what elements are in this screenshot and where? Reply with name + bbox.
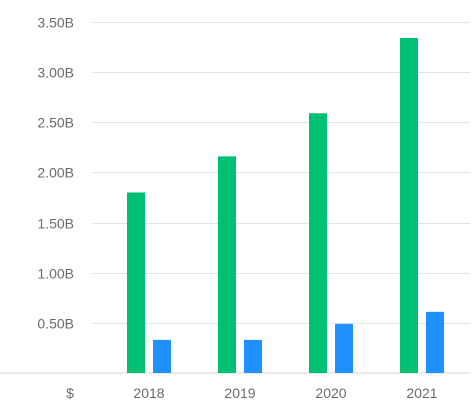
bar-2018-series-2 [153,339,171,373]
y-tick-label: 0.50B [37,316,74,332]
bar-2019-series-2 [244,339,262,373]
x-axis-tick-labels: 2018 2019 2020 2021 [133,385,437,401]
bar-2020-series-1 [309,113,327,373]
bars [127,38,444,373]
x-tick-label: 2018 [133,385,164,401]
x-tick-label: 2020 [315,385,346,401]
x-tick-label: 2019 [224,385,255,401]
bar-2021-series-1 [400,38,418,373]
bar-2021-series-2 [426,311,444,373]
bar-2019-series-1 [218,156,236,373]
y-axis-unit-label: $ [66,385,74,401]
y-tick-label: 1.00B [37,266,74,282]
y-axis-tick-labels: 0.50B 1.00B 1.50B 2.00B 2.50B 3.00B 3.50B [37,15,74,332]
y-tick-label: 2.50B [37,115,74,131]
bar-2018-series-1 [127,192,145,373]
y-tick-label: 1.50B [37,216,74,232]
x-tick-label: 2021 [406,385,437,401]
y-tick-label: 3.50B [37,15,74,31]
bar-2020-series-2 [335,323,353,373]
gridlines [0,22,470,374]
y-tick-label: 2.00B [37,165,74,181]
y-tick-label: 3.00B [37,65,74,81]
